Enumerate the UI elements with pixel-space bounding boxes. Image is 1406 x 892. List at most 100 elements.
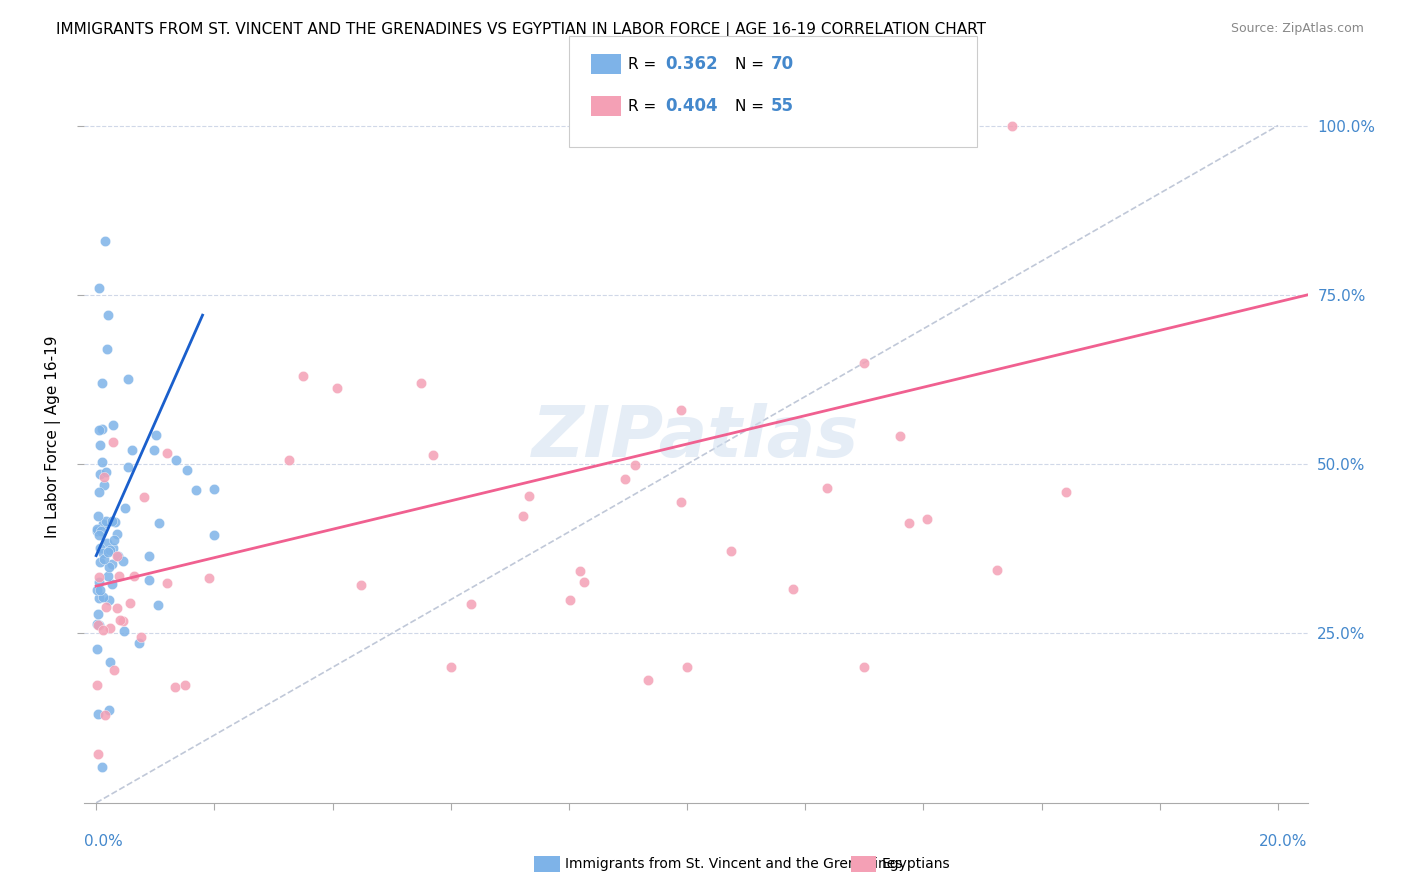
Point <box>96 514 118 528</box>
Point <box>572 574 595 589</box>
Point <box>101 557 124 571</box>
Text: Source: ZipAtlas.com: Source: ZipAtlas.com <box>1230 22 1364 36</box>
Point <box>156 446 179 460</box>
Point <box>889 429 911 443</box>
Point <box>90 455 112 469</box>
Point <box>91 517 114 532</box>
Point <box>112 614 135 628</box>
Point <box>118 596 141 610</box>
Point <box>103 435 125 450</box>
Point <box>117 372 139 386</box>
Text: ZIPatlas: ZIPatlas <box>533 402 859 472</box>
Point <box>89 541 111 556</box>
Point <box>93 551 115 566</box>
Point <box>97 308 120 322</box>
Point <box>96 599 118 614</box>
Point <box>86 522 108 536</box>
Point <box>292 369 315 384</box>
Point <box>148 598 170 612</box>
Point <box>96 343 118 357</box>
Point <box>108 569 131 583</box>
Text: Egyptians: Egyptians <box>882 857 950 871</box>
Point <box>94 234 117 248</box>
Point <box>148 516 170 530</box>
Point <box>89 583 111 598</box>
Point <box>165 681 187 695</box>
Point <box>512 509 534 524</box>
Point <box>560 592 582 607</box>
Point <box>986 563 1008 577</box>
Point <box>1054 484 1077 499</box>
Point <box>87 607 110 621</box>
Text: N =: N = <box>735 99 769 113</box>
Text: R =: R = <box>628 57 662 71</box>
Point <box>669 494 692 508</box>
Point <box>122 569 145 583</box>
Point <box>156 575 179 590</box>
Point <box>1001 119 1024 133</box>
Point <box>105 527 128 541</box>
Point <box>90 524 112 538</box>
Point <box>720 543 742 558</box>
Point <box>87 570 110 584</box>
Point <box>97 545 120 559</box>
Y-axis label: In Labor Force | Age 16-19: In Labor Force | Age 16-19 <box>45 335 62 539</box>
Point <box>101 577 124 591</box>
Point <box>104 515 127 529</box>
Text: 70: 70 <box>770 55 793 73</box>
Point <box>142 443 165 458</box>
Point <box>107 549 129 563</box>
Point <box>568 565 591 579</box>
Point <box>145 428 167 442</box>
Point <box>86 583 108 598</box>
Point <box>89 617 111 632</box>
Point <box>112 624 135 638</box>
Point <box>676 660 699 674</box>
Point <box>98 542 121 557</box>
Text: 0.362: 0.362 <box>665 55 717 73</box>
Text: 0.0%: 0.0% <box>84 834 124 849</box>
Point <box>112 554 135 568</box>
Point <box>853 355 876 369</box>
Point <box>87 747 110 762</box>
Point <box>89 555 111 569</box>
Point <box>89 528 111 542</box>
Point <box>97 568 120 582</box>
Point <box>278 453 301 467</box>
Point <box>96 465 118 479</box>
Point <box>202 482 225 496</box>
Point <box>98 656 121 670</box>
Point <box>87 617 110 632</box>
Point <box>86 641 108 656</box>
Point <box>624 458 647 472</box>
Point <box>86 616 108 631</box>
Point <box>669 402 692 417</box>
Text: IMMIGRANTS FROM ST. VINCENT AND THE GRENADINES VS EGYPTIAN IN LABOR FORCE | AGE : IMMIGRANTS FROM ST. VINCENT AND THE GREN… <box>56 22 986 38</box>
Point <box>89 591 111 606</box>
Point <box>440 660 463 674</box>
Point <box>134 490 156 504</box>
Point <box>101 418 124 433</box>
Point <box>117 459 139 474</box>
Point <box>91 422 114 436</box>
Point <box>325 381 347 395</box>
Point <box>91 760 114 774</box>
Point <box>173 678 195 692</box>
Point <box>614 472 637 486</box>
Point <box>350 577 373 591</box>
Point <box>101 541 124 555</box>
Point <box>138 549 160 563</box>
Point <box>519 489 541 503</box>
Point <box>91 546 114 560</box>
Point <box>103 533 125 547</box>
Point <box>129 630 152 644</box>
Point <box>89 467 111 482</box>
Point <box>105 549 128 564</box>
Text: N =: N = <box>735 57 769 71</box>
Point <box>198 571 221 585</box>
Text: R =: R = <box>628 99 662 113</box>
Point <box>128 635 150 649</box>
Point <box>121 443 143 458</box>
Point <box>98 593 121 607</box>
Text: 55: 55 <box>770 97 793 115</box>
